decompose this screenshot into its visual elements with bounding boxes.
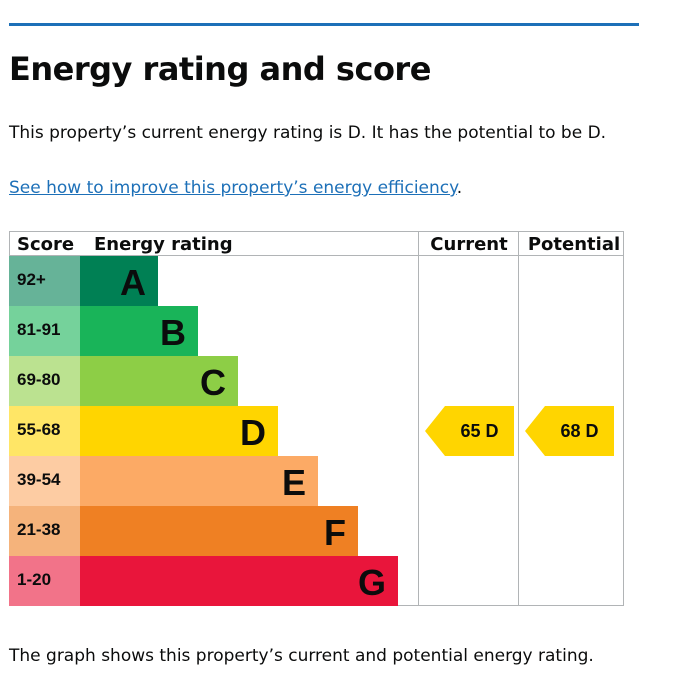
- rating-letter-f: F: [324, 512, 346, 553]
- improve-trailing-text: .: [456, 178, 463, 198]
- rating-letter-b: B: [160, 312, 186, 353]
- score-range-a: 92+: [17, 270, 46, 289]
- score-range-b: 81-91: [17, 320, 60, 339]
- rating-letter-e: E: [282, 462, 306, 503]
- score-range-c: 69-80: [17, 370, 60, 389]
- rating-letter-a: A: [120, 262, 146, 303]
- chart-caption: The graph shows this property’s current …: [9, 646, 594, 666]
- header-current: Current: [430, 234, 508, 255]
- header-potential: Potential: [528, 234, 620, 255]
- score-range-e: 39-54: [17, 470, 61, 489]
- rating-bar-f: [80, 506, 358, 556]
- improve-line: See how to improve this property’s energ…: [9, 178, 462, 198]
- score-range-f: 21-38: [17, 520, 60, 539]
- potential-rating-pointer: [525, 406, 614, 456]
- rating-bar-b: [80, 306, 198, 356]
- rating-letter-g: G: [358, 562, 386, 603]
- score-cell-e: [9, 456, 80, 506]
- header-score: Score: [17, 234, 74, 255]
- rating-letter-c: C: [200, 362, 226, 403]
- score-cell-b: [9, 306, 80, 356]
- section-divider: [9, 23, 639, 26]
- improve-efficiency-link[interactable]: See how to improve this property’s energ…: [9, 178, 457, 198]
- rating-bar-c: [80, 356, 238, 406]
- page-title: Energy rating and score: [9, 50, 431, 88]
- rating-bar-e: [80, 456, 318, 506]
- current-rating-pointer: [425, 406, 514, 456]
- header-energy-rating: Energy rating: [94, 234, 233, 255]
- score-range-d: 55-68: [17, 420, 60, 439]
- score-cell-a: [9, 256, 80, 306]
- rating-bar-g: [80, 556, 398, 606]
- potential-rating-label: 68 D: [560, 421, 598, 441]
- score-cell-f: [9, 506, 80, 556]
- score-cell-c: [9, 356, 80, 406]
- score-cell-d: [9, 406, 80, 456]
- rating-letter-d: D: [240, 412, 266, 453]
- rating-bar-d: [80, 406, 278, 456]
- score-range-g: 1-20: [17, 570, 51, 589]
- rating-summary: This property’s current energy rating is…: [9, 123, 607, 143]
- score-cell-g: [9, 556, 80, 606]
- current-rating-label: 65 D: [460, 421, 498, 441]
- rating-bar-a: [80, 256, 158, 306]
